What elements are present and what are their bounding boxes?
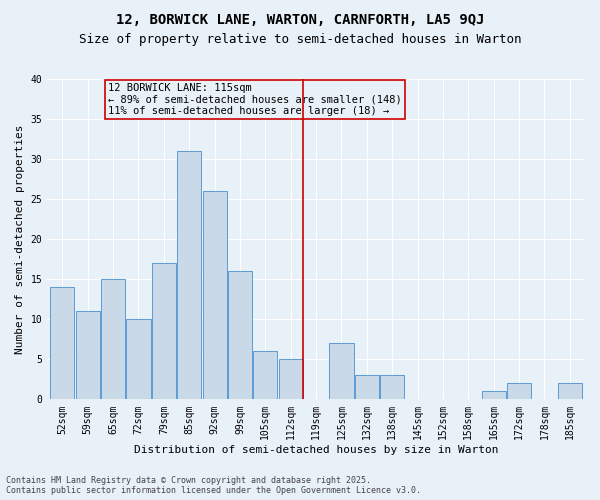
- Y-axis label: Number of semi-detached properties: Number of semi-detached properties: [15, 124, 25, 354]
- Bar: [101, 279, 125, 400]
- Bar: [380, 376, 404, 400]
- Bar: [177, 151, 201, 400]
- Bar: [329, 344, 353, 400]
- Text: 12 BORWICK LANE: 115sqm
← 89% of semi-detached houses are smaller (148)
11% of s: 12 BORWICK LANE: 115sqm ← 89% of semi-de…: [108, 83, 402, 116]
- Bar: [278, 360, 303, 400]
- Bar: [228, 271, 252, 400]
- Bar: [507, 384, 531, 400]
- Bar: [76, 311, 100, 400]
- Bar: [203, 191, 227, 400]
- Text: 12, BORWICK LANE, WARTON, CARNFORTH, LA5 9QJ: 12, BORWICK LANE, WARTON, CARNFORTH, LA5…: [116, 12, 484, 26]
- Bar: [355, 376, 379, 400]
- Bar: [253, 352, 277, 400]
- Bar: [558, 384, 582, 400]
- Text: Size of property relative to semi-detached houses in Warton: Size of property relative to semi-detach…: [79, 32, 521, 46]
- Bar: [50, 287, 74, 400]
- Bar: [127, 320, 151, 400]
- Bar: [482, 392, 506, 400]
- Bar: [152, 263, 176, 400]
- Text: Contains HM Land Registry data © Crown copyright and database right 2025.
Contai: Contains HM Land Registry data © Crown c…: [6, 476, 421, 495]
- X-axis label: Distribution of semi-detached houses by size in Warton: Distribution of semi-detached houses by …: [134, 445, 499, 455]
